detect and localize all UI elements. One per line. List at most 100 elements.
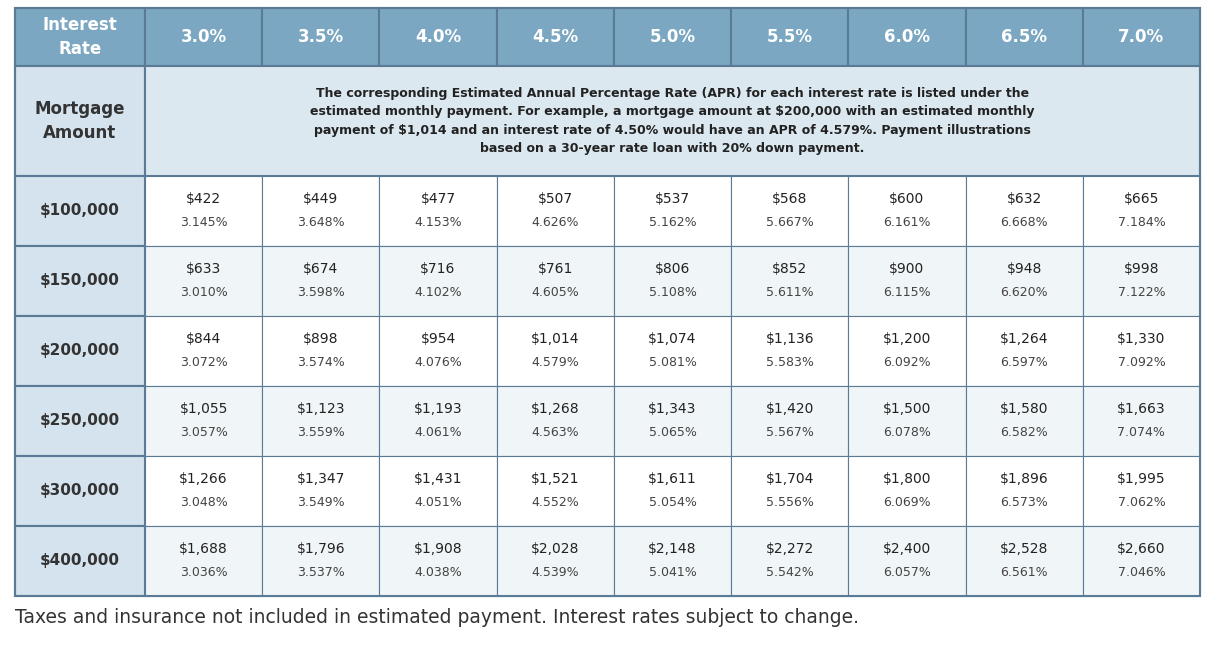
Bar: [614, 316, 731, 386]
Text: $1,908: $1,908: [413, 542, 462, 556]
Bar: [849, 8, 966, 66]
Bar: [379, 8, 496, 66]
Text: $1,266: $1,266: [179, 472, 227, 486]
Bar: [263, 386, 379, 456]
Text: 4.5%: 4.5%: [533, 28, 579, 46]
Text: 3.559%: 3.559%: [297, 426, 344, 440]
Text: $1,580: $1,580: [1000, 402, 1048, 416]
Text: The corresponding Estimated Annual Percentage Rate (APR) for each interest rate : The corresponding Estimated Annual Perce…: [310, 86, 1035, 155]
Bar: [379, 316, 496, 386]
Text: $2,028: $2,028: [531, 542, 580, 556]
Text: $1,330: $1,330: [1118, 332, 1166, 346]
Bar: [849, 176, 966, 246]
Bar: [145, 316, 263, 386]
Text: 4.552%: 4.552%: [531, 496, 579, 509]
Text: $2,660: $2,660: [1118, 542, 1166, 556]
Text: 3.048%: 3.048%: [180, 496, 227, 509]
Bar: [731, 176, 849, 246]
Bar: [849, 386, 966, 456]
Text: 6.092%: 6.092%: [883, 356, 930, 369]
Text: 3.036%: 3.036%: [180, 566, 227, 580]
Text: 3.057%: 3.057%: [180, 426, 227, 440]
Bar: [379, 386, 496, 456]
Text: 6.5%: 6.5%: [1001, 28, 1047, 46]
Bar: [496, 386, 614, 456]
Text: $537: $537: [655, 192, 689, 206]
Bar: [496, 8, 614, 66]
Text: 5.667%: 5.667%: [766, 216, 814, 229]
Bar: [731, 8, 849, 66]
Bar: [263, 246, 379, 316]
Text: 3.574%: 3.574%: [297, 356, 344, 369]
Bar: [145, 246, 263, 316]
Text: 6.597%: 6.597%: [1001, 356, 1048, 369]
Text: 4.0%: 4.0%: [415, 28, 461, 46]
Text: $806: $806: [654, 262, 691, 276]
Text: 6.078%: 6.078%: [883, 426, 931, 440]
Text: 4.038%: 4.038%: [415, 566, 462, 580]
Text: 7.074%: 7.074%: [1118, 426, 1165, 440]
Bar: [145, 526, 263, 596]
Text: 6.582%: 6.582%: [1001, 426, 1048, 440]
Text: 7.046%: 7.046%: [1118, 566, 1165, 580]
Text: 5.5%: 5.5%: [767, 28, 812, 46]
Text: 4.061%: 4.061%: [415, 426, 462, 440]
Text: $507: $507: [537, 192, 573, 206]
Text: 3.598%: 3.598%: [297, 286, 344, 299]
Text: 7.122%: 7.122%: [1118, 286, 1165, 299]
Bar: [15, 8, 1200, 596]
Bar: [966, 8, 1082, 66]
Text: 5.081%: 5.081%: [648, 356, 697, 369]
Text: 5.065%: 5.065%: [648, 426, 697, 440]
Bar: [966, 456, 1082, 526]
Bar: [966, 176, 1082, 246]
Text: 7.184%: 7.184%: [1118, 216, 1165, 229]
Bar: [145, 386, 263, 456]
Bar: [614, 176, 731, 246]
Bar: [379, 456, 496, 526]
Text: $2,272: $2,272: [766, 542, 814, 556]
Text: 3.537%: 3.537%: [297, 566, 344, 580]
Bar: [1082, 246, 1200, 316]
Bar: [731, 456, 849, 526]
Bar: [15, 386, 145, 456]
Text: 6.668%: 6.668%: [1001, 216, 1048, 229]
Text: $1,193: $1,193: [413, 402, 462, 416]
Text: $844: $844: [186, 332, 221, 346]
Text: $1,521: $1,521: [531, 472, 580, 486]
Bar: [379, 526, 496, 596]
Bar: [496, 316, 614, 386]
Text: $1,347: $1,347: [297, 472, 345, 486]
Text: $948: $948: [1007, 262, 1042, 276]
Text: 4.153%: 4.153%: [415, 216, 462, 229]
Text: $1,420: $1,420: [766, 402, 814, 416]
Text: $1,800: $1,800: [883, 472, 931, 486]
Bar: [496, 246, 614, 316]
Text: 5.583%: 5.583%: [766, 356, 814, 369]
Text: 5.054%: 5.054%: [648, 496, 697, 509]
Bar: [379, 176, 496, 246]
Text: Mortgage
Amount: Mortgage Amount: [35, 100, 125, 142]
Bar: [379, 246, 496, 316]
Text: 6.620%: 6.620%: [1001, 286, 1048, 299]
Text: $1,688: $1,688: [179, 542, 227, 556]
Text: $1,500: $1,500: [883, 402, 931, 416]
Text: 4.051%: 4.051%: [415, 496, 462, 509]
Bar: [263, 8, 379, 66]
Bar: [496, 456, 614, 526]
Bar: [145, 176, 263, 246]
Bar: [263, 526, 379, 596]
Text: $100,000: $100,000: [40, 204, 120, 218]
Text: $998: $998: [1124, 262, 1159, 276]
Bar: [731, 246, 849, 316]
Bar: [849, 456, 966, 526]
Text: 4.579%: 4.579%: [531, 356, 579, 369]
Bar: [849, 316, 966, 386]
Bar: [263, 456, 379, 526]
Text: $400,000: $400,000: [40, 553, 120, 569]
Text: $633: $633: [186, 262, 221, 276]
Bar: [263, 176, 379, 246]
Text: 7.092%: 7.092%: [1118, 356, 1165, 369]
Text: $477: $477: [421, 192, 456, 206]
Text: $900: $900: [889, 262, 924, 276]
